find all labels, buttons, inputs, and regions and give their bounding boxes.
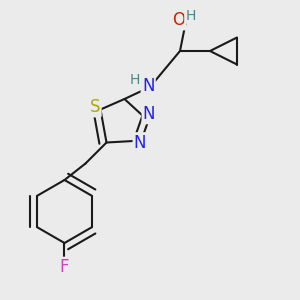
Text: N: N: [142, 77, 155, 95]
Text: N: N: [134, 134, 146, 152]
Text: H: H: [185, 9, 196, 22]
Text: N: N: [143, 105, 155, 123]
Text: S: S: [90, 98, 100, 116]
Text: F: F: [60, 258, 69, 276]
Text: H: H: [130, 74, 140, 87]
Text: O: O: [172, 11, 185, 29]
